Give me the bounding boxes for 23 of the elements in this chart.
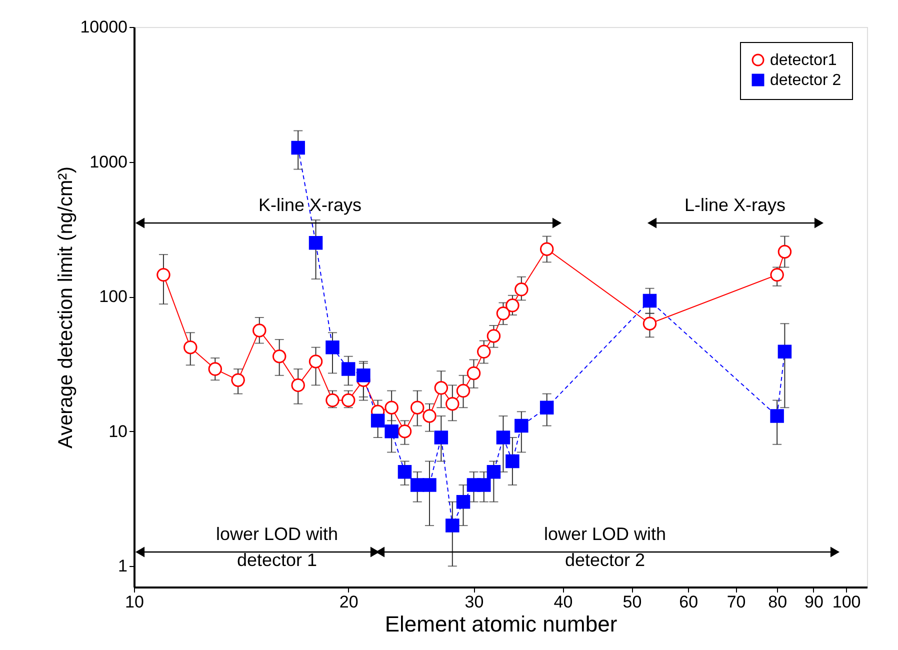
annotation: lower LOD with detector 1 [216, 524, 338, 570]
x-tick-label: 20 [339, 592, 358, 612]
annotation: K-line X-rays [258, 195, 362, 215]
y-tick-label: 10000 [80, 18, 128, 36]
legend-label: detector 2 [770, 72, 842, 89]
annotation: lower LOD with detector 2 [544, 524, 666, 570]
y-tick-label: 1000 [90, 152, 128, 172]
y-axis-title: Average detection limit (ng/cm²) [55, 166, 78, 448]
x-tick-label: 80 [768, 592, 788, 612]
x-tick-label: 10 [125, 592, 144, 612]
annotation: L-line X-rays [684, 195, 786, 215]
y-tick-label: 10 [108, 422, 128, 441]
x-tick-label: 50 [622, 592, 642, 612]
y-tick-label: 1 [118, 556, 128, 576]
x-tick-label: 100 [832, 592, 861, 612]
y-tick-label: 100 [99, 287, 128, 306]
x-tick-label: 70 [726, 592, 746, 612]
x-tick-label: 90 [804, 592, 824, 612]
legend-label: detector1 [770, 52, 837, 69]
x-tick-label: 40 [554, 592, 573, 612]
x-axis-title: Element atomic number [384, 612, 618, 636]
x-tick-label: 30 [464, 592, 484, 612]
x-tick-label: 60 [679, 592, 698, 612]
